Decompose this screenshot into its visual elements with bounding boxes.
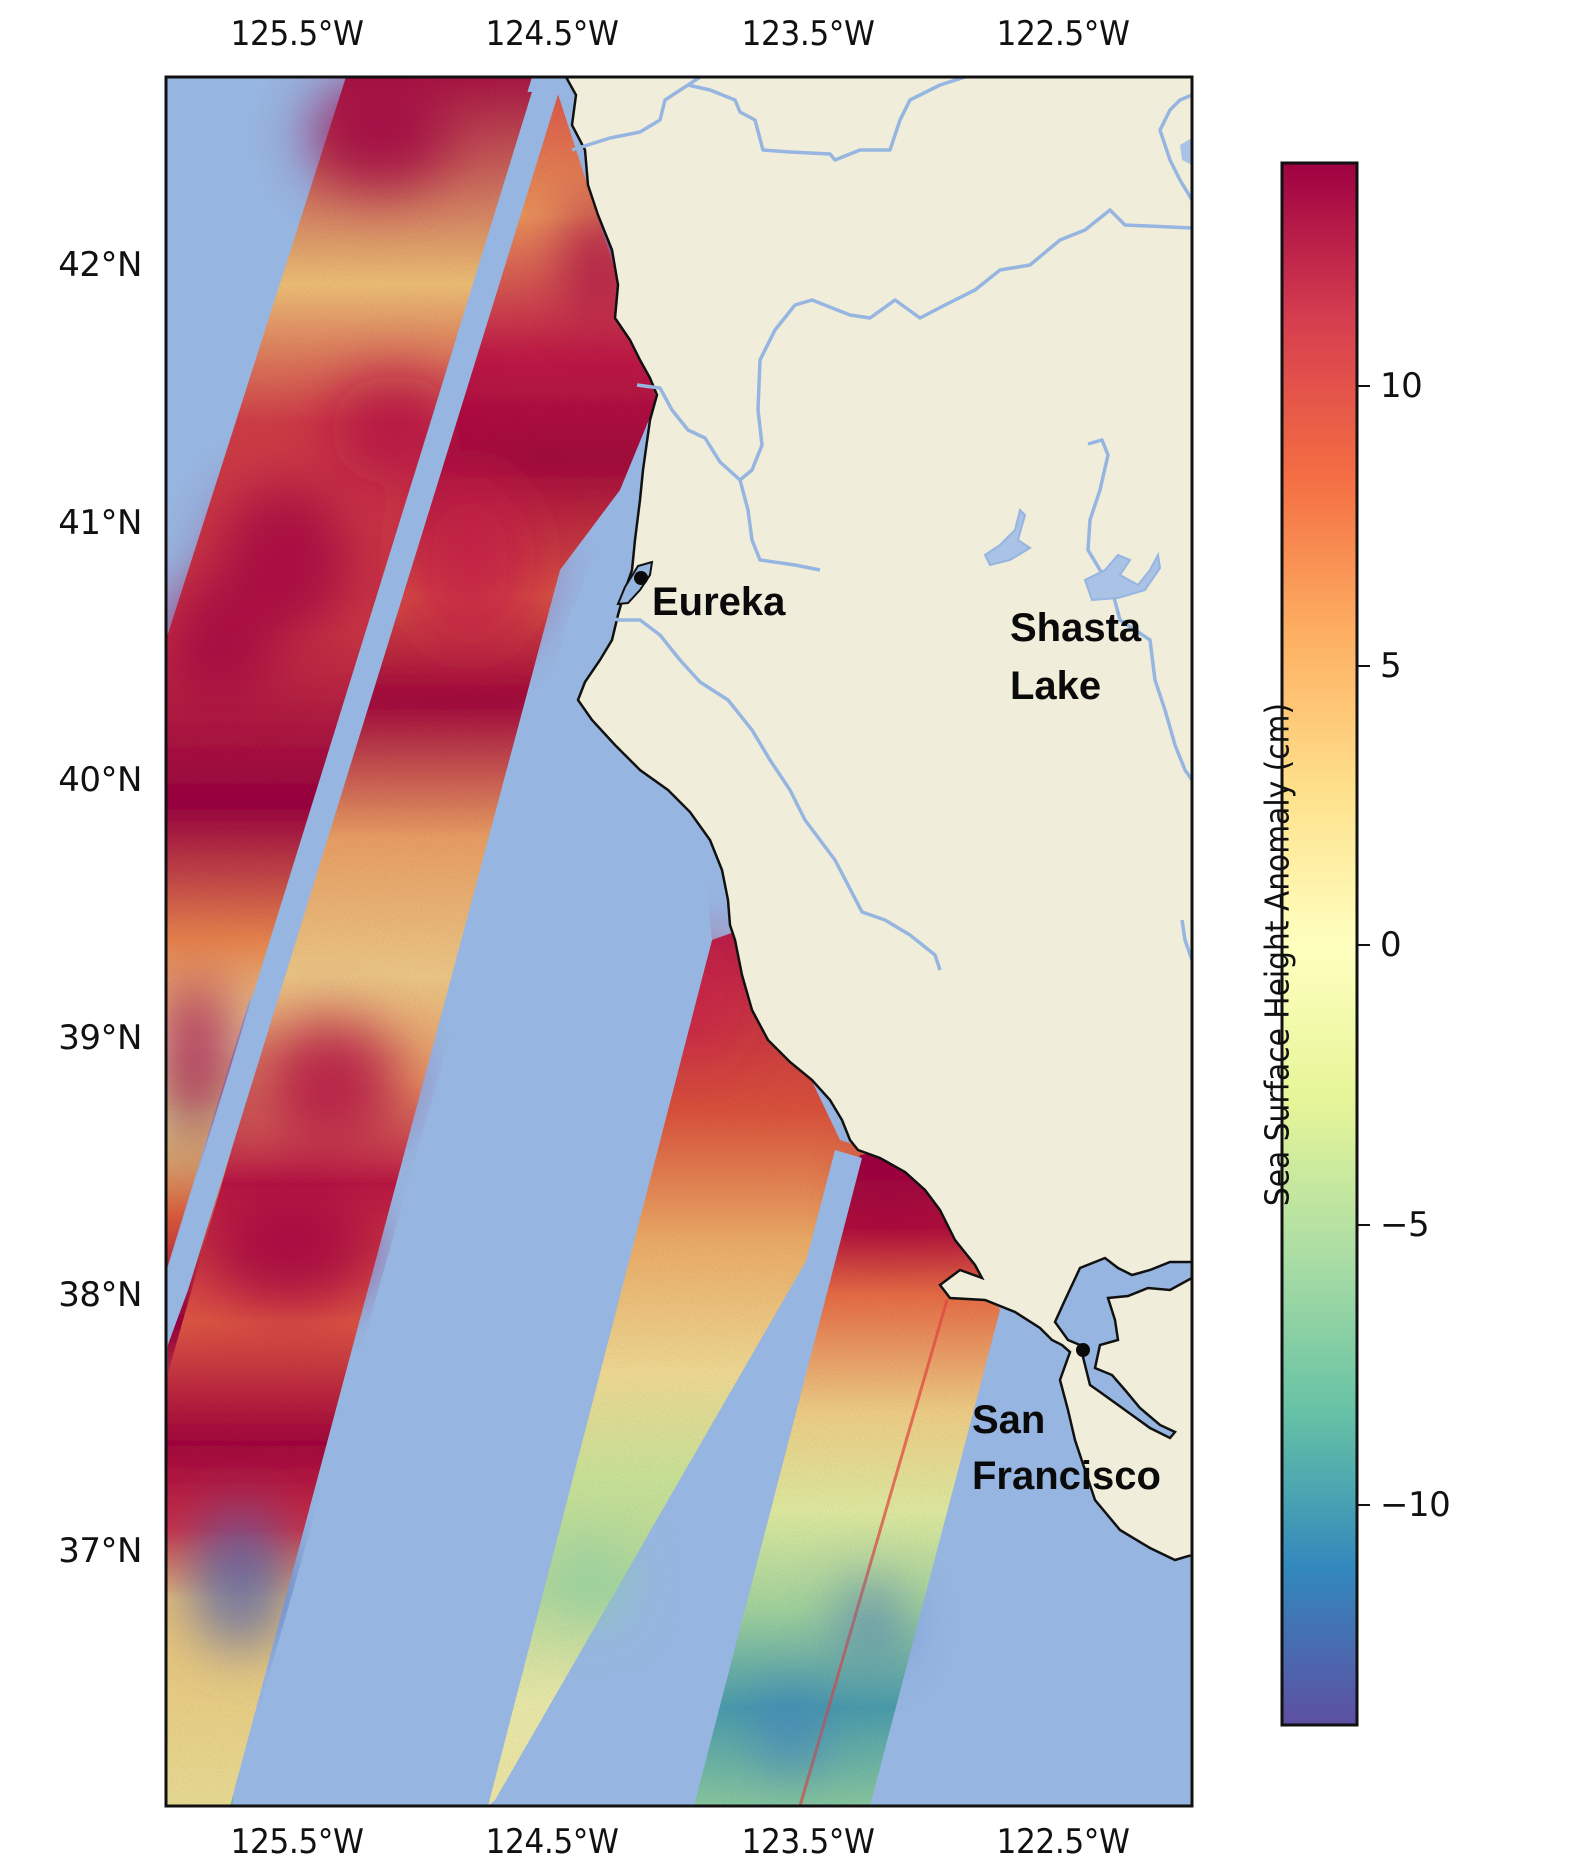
lon-tick-top-125-5: 125.5°W bbox=[230, 14, 364, 54]
sf-bay bbox=[1053, 1256, 1192, 1440]
lat-tick-39: 39°N bbox=[58, 1018, 142, 1058]
clair-engle-lake bbox=[983, 508, 1032, 567]
label-shasta-lake-line1: Shasta bbox=[1010, 606, 1142, 650]
label-eureka: Eureka bbox=[652, 580, 786, 624]
label-san-francisco-line1: San bbox=[972, 1398, 1046, 1442]
lon-tick-top-122-5: 122.5°W bbox=[996, 14, 1130, 54]
gap-stripe-east bbox=[664, 1150, 862, 1806]
map-frame bbox=[164, 75, 1194, 1808]
colorbar-ticks bbox=[1357, 385, 1370, 1506]
shasta-lake bbox=[1083, 551, 1162, 602]
label-shasta-lake-line2: Lake bbox=[1010, 664, 1102, 708]
colorbar-tick-minus-10: −10 bbox=[1380, 1485, 1451, 1525]
colorbar-tick-0: 0 bbox=[1380, 925, 1402, 965]
lon-tick-top-123-5: 123.5°W bbox=[741, 14, 875, 54]
gap-stripe-west bbox=[166, 88, 560, 1350]
lat-tick-37: 37°N bbox=[58, 1531, 142, 1571]
lon-tick-bottom-122-5: 122.5°W bbox=[996, 1822, 1130, 1862]
label-san-francisco-line2: Francisco bbox=[972, 1454, 1161, 1498]
swath-streak bbox=[798, 1299, 949, 1806]
san-francisco-marker bbox=[1076, 1343, 1090, 1357]
swath-west-right bbox=[166, 91, 657, 1806]
colorbar-title: Sea Surface Height Anomaly (cm) bbox=[1257, 702, 1297, 1207]
colorbar-tick-minus-5: −5 bbox=[1380, 1205, 1430, 1245]
lon-tick-bottom-124-5: 124.5°W bbox=[485, 1822, 619, 1862]
lat-tick-42: 42°N bbox=[58, 245, 142, 285]
eureka-marker bbox=[634, 571, 648, 585]
lat-tick-40: 40°N bbox=[58, 760, 142, 800]
lon-tick-bottom-123-5: 123.5°W bbox=[741, 1822, 875, 1862]
anomaly-blobs bbox=[166, 80, 918, 1775]
lat-tick-41: 41°N bbox=[58, 503, 142, 543]
colorbar-tick-5: 5 bbox=[1380, 646, 1402, 686]
open-ocean-mid bbox=[232, 395, 712, 1806]
colorbar-tick-10: 10 bbox=[1380, 366, 1423, 406]
lat-tick-38: 38°N bbox=[58, 1275, 142, 1315]
lon-tick-bottom-125-5: 125.5°W bbox=[230, 1822, 364, 1862]
swath-east-d bbox=[694, 1150, 1000, 1806]
small-lake-ne bbox=[1180, 138, 1192, 165]
lon-tick-top-124-5: 124.5°W bbox=[485, 14, 619, 54]
rivers bbox=[571, 77, 1192, 971]
